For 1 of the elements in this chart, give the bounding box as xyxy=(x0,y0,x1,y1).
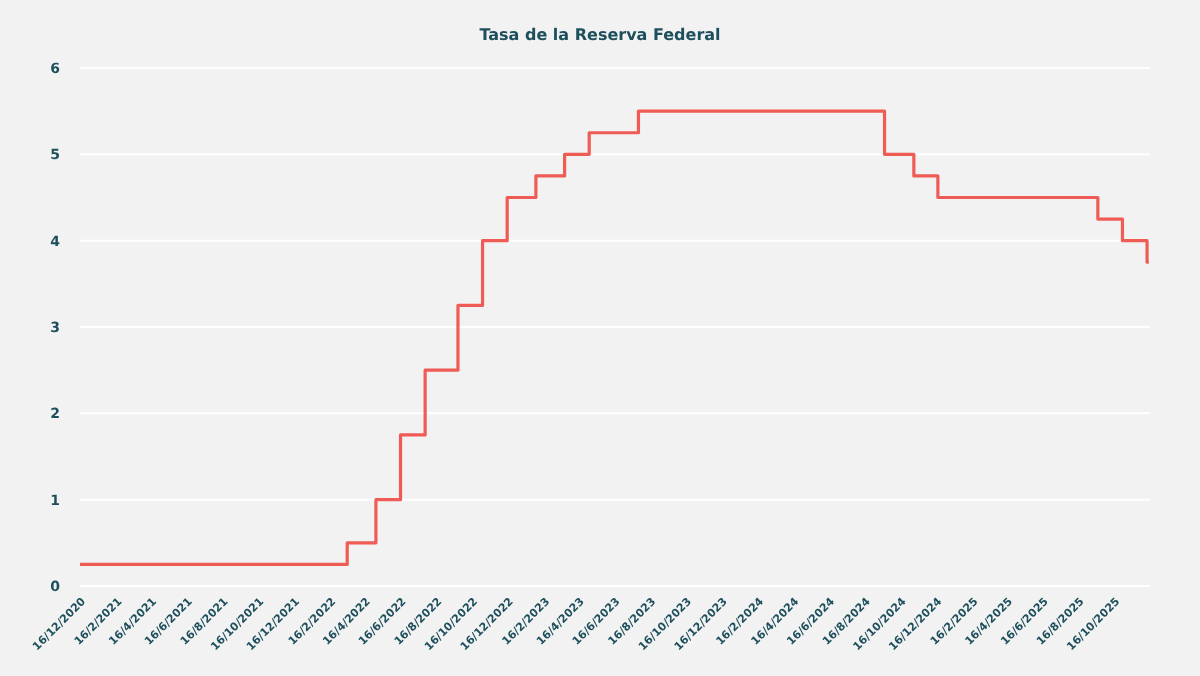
chart-title: Tasa de la Reserva Federal xyxy=(479,26,722,44)
